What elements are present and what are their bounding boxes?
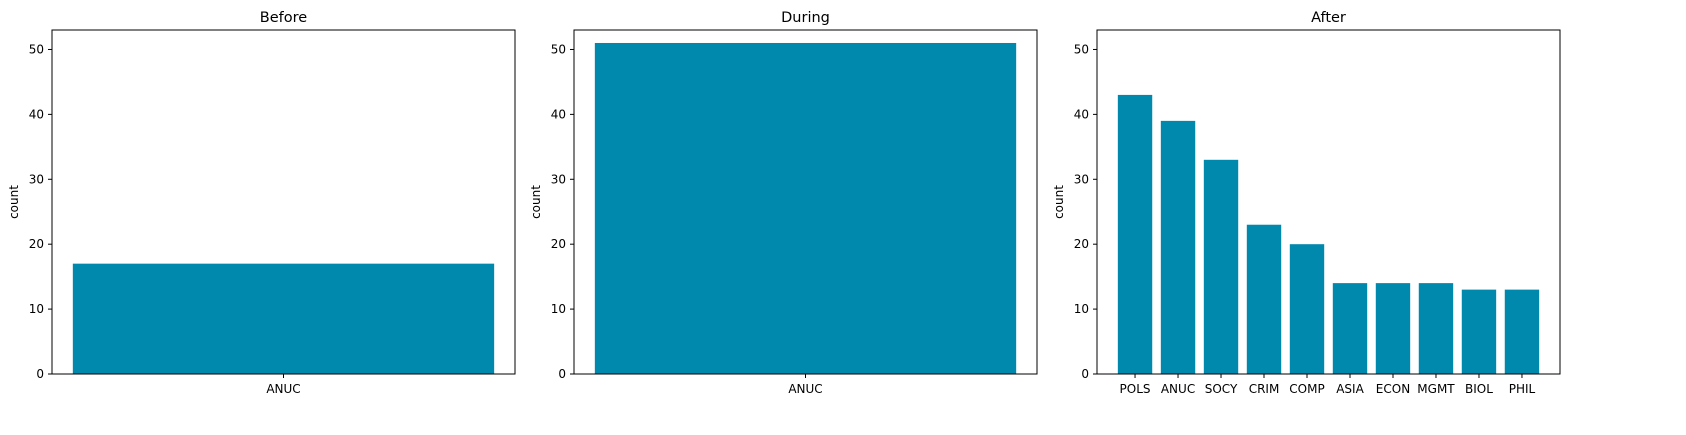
bar-comp xyxy=(1289,244,1325,374)
y-tick-label: 40 xyxy=(1074,107,1089,121)
bar-socy xyxy=(1203,159,1239,374)
y-tick-label: 30 xyxy=(1074,172,1089,186)
bar-mgmt xyxy=(1418,283,1454,374)
y-tick-label: 30 xyxy=(551,172,566,186)
bar-crim xyxy=(1246,224,1282,374)
chart-title: Before xyxy=(260,10,307,26)
x-tick-label: ASIA xyxy=(1336,382,1364,396)
y-tick-label: 0 xyxy=(36,367,44,381)
y-tick-label: 50 xyxy=(29,42,44,56)
y-tick-label: 20 xyxy=(551,237,566,251)
y-tick-label: 20 xyxy=(29,237,44,251)
y-axis-label: count xyxy=(529,185,543,219)
x-tick-label: ANUC xyxy=(1161,382,1195,396)
y-axis-label: count xyxy=(7,185,21,219)
y-tick-label: 0 xyxy=(1081,367,1089,381)
x-tick-label: ANUC xyxy=(788,382,822,396)
y-tick-label: 10 xyxy=(29,302,44,316)
y-tick-label: 10 xyxy=(1074,302,1089,316)
bar-econ xyxy=(1375,283,1411,374)
bar-anuc xyxy=(594,42,1017,374)
plot-frame xyxy=(1096,29,1561,375)
chart-panel-2: ANUC 0 10 20 30 40 50 During count xyxy=(529,10,1038,396)
y-tick-label: 10 xyxy=(551,302,566,316)
bar-anuc xyxy=(1160,120,1196,375)
x-tick-label: BIOL xyxy=(1465,382,1493,396)
bar-pols xyxy=(1117,94,1153,374)
chart-title: After xyxy=(1311,10,1346,26)
plot-frame xyxy=(573,29,1038,375)
y-tick-label: 30 xyxy=(29,172,44,186)
x-tick-label: ANUC xyxy=(266,382,300,396)
y-tick-label: 50 xyxy=(1074,42,1089,56)
y-tick-label: 20 xyxy=(1074,237,1089,251)
x-tick-label: COMP xyxy=(1289,382,1324,396)
bar-biol xyxy=(1461,289,1497,374)
y-tick-label: 0 xyxy=(558,367,566,381)
plot-frame xyxy=(51,29,516,375)
y-tick-label: 40 xyxy=(29,107,44,121)
bar-anuc xyxy=(72,263,495,374)
x-tick-label: SOCY xyxy=(1205,382,1238,396)
y-axis-label: count xyxy=(1052,185,1066,219)
chart-panel-1: ANUC 0 10 20 30 40 50 Before count xyxy=(7,10,516,396)
x-tick-label: PHIL xyxy=(1509,382,1536,396)
x-tick-label: ECON xyxy=(1376,382,1410,396)
bar-phil xyxy=(1504,289,1540,374)
bar-asia xyxy=(1332,283,1368,374)
y-tick-label: 40 xyxy=(551,107,566,121)
x-tick-label: POLS xyxy=(1120,382,1151,396)
y-tick-label: 50 xyxy=(551,42,566,56)
chart-panel-3: POLS ANUC SOCY CRIM COMP ASIA ECON MGMT BIOL PHIL… xyxy=(1052,10,1561,396)
x-tick-label: MGMT xyxy=(1417,382,1455,396)
x-tick-label: CRIM xyxy=(1249,382,1280,396)
chart-title: During xyxy=(781,10,830,26)
